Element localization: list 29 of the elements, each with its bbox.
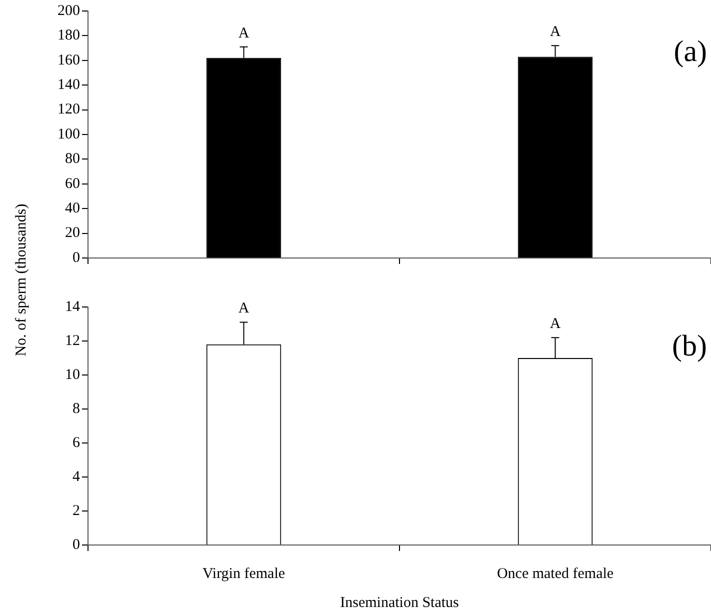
y-tick-label: 60	[65, 176, 80, 192]
x-tick-label: Once mated female	[496, 566, 614, 582]
y-axis-title: No. of sperm (thousands)	[14, 204, 30, 356]
y-tick-label: 0	[72, 536, 80, 553]
y-tick-label: 80	[65, 151, 80, 168]
y-tick-label: 14	[65, 298, 80, 315]
y-tick-label: 4	[72, 468, 80, 485]
annotation: (a)	[674, 34, 707, 68]
annotation: A	[238, 300, 250, 317]
y-tick-label: 20	[65, 225, 80, 242]
y-tick-label: 140	[58, 77, 80, 94]
y-tick-label: 12	[65, 332, 80, 349]
y-tick-label: 120	[58, 102, 80, 118]
annotation: A	[550, 24, 561, 40]
annotation: A	[550, 316, 561, 332]
y-tick-label: 0	[72, 250, 80, 266]
x-axis-title: Insemination Status	[340, 594, 460, 611]
y-tick-label: 180	[58, 28, 80, 44]
y-tick-label: 160	[58, 52, 80, 68]
annotation: (b)	[672, 329, 707, 362]
y-tick-label: 100	[58, 126, 80, 142]
y-tick-label: 200	[58, 2, 80, 19]
y-tick-label: 6	[72, 434, 80, 451]
x-tick-label: Virgin female	[202, 566, 286, 582]
y-tick-label: 8	[72, 400, 80, 417]
y-tick-label: 40	[65, 200, 80, 217]
y-tick-label: 2	[72, 502, 80, 519]
y-tick-label: 10	[65, 366, 80, 383]
annotation: A	[238, 25, 250, 42]
